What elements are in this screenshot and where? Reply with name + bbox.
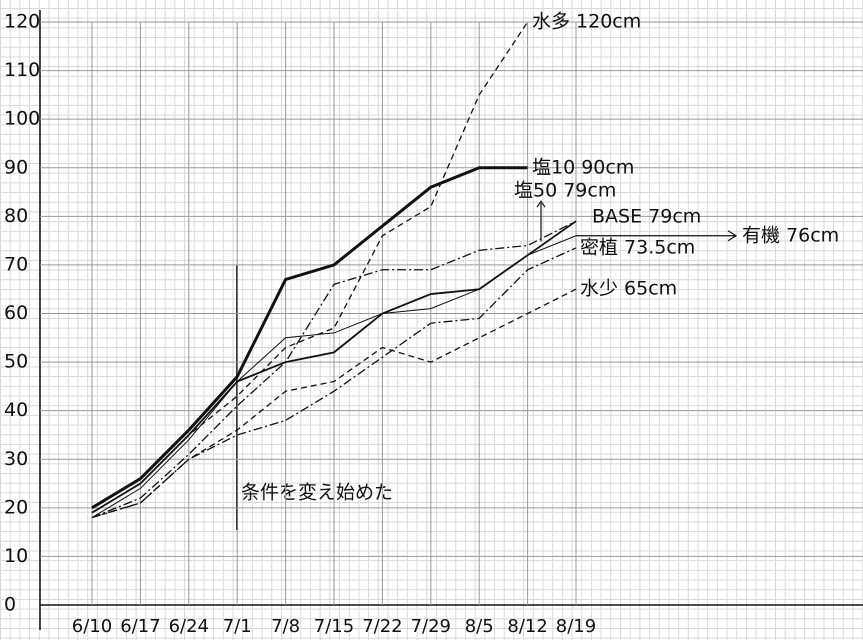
x-tick-label: 6/10 — [72, 616, 112, 637]
page: 条件を変え始めた 0 10 20 30 40 50 60 70 80 90 100 110 120 6/1… — [0, 0, 863, 640]
series-label: BASE 79cm — [592, 206, 701, 228]
chart: 条件を変え始めた 0 10 20 30 40 50 60 70 80 90 100 110 120 6/1… — [0, 0, 863, 640]
y-tick-label: 50 — [4, 351, 28, 373]
series-label: 水少 65cm — [580, 278, 677, 300]
series-label: 塩50 79cm — [514, 180, 616, 202]
y-tick-label: 120 — [4, 11, 40, 33]
annotation: 条件を変え始めた — [241, 482, 393, 504]
series-label: 有機 76cm — [742, 224, 839, 246]
x-tick-label: 8/19 — [556, 616, 596, 637]
y-tick-label: 80 — [4, 205, 28, 227]
y-tick-label: 90 — [4, 156, 28, 178]
x-tick-label: 8/5 — [465, 616, 494, 637]
x-tick-label: 7/8 — [271, 616, 300, 637]
y-tick-label: 20 — [4, 496, 28, 518]
series-label: 水多 120cm — [532, 11, 641, 33]
x-tick-label: 7/22 — [362, 616, 402, 637]
x-tick-label: 7/1 — [223, 616, 252, 637]
x-tick-label: 8/12 — [507, 616, 547, 637]
x-tick-label: 6/17 — [120, 616, 160, 637]
y-tick-label: 110 — [4, 59, 40, 81]
x-tick-label: 7/29 — [411, 616, 451, 637]
y-tick-label: 0 — [4, 594, 16, 616]
y-tick-label: 100 — [4, 108, 40, 130]
y-tick-label: 10 — [4, 545, 28, 567]
arrow — [537, 201, 545, 241]
series-line — [92, 22, 528, 513]
series-label: 塩10 90cm — [532, 156, 634, 178]
x-tick-label: 6/24 — [169, 616, 209, 637]
series-label: 密植 73.5cm — [580, 236, 695, 258]
y-tick-label: 70 — [4, 253, 28, 275]
y-tick-label: 60 — [4, 302, 28, 324]
y-tick-label: 30 — [4, 448, 28, 470]
x-tick-label: 7/15 — [314, 616, 354, 637]
y-tick-label: 40 — [4, 399, 28, 421]
